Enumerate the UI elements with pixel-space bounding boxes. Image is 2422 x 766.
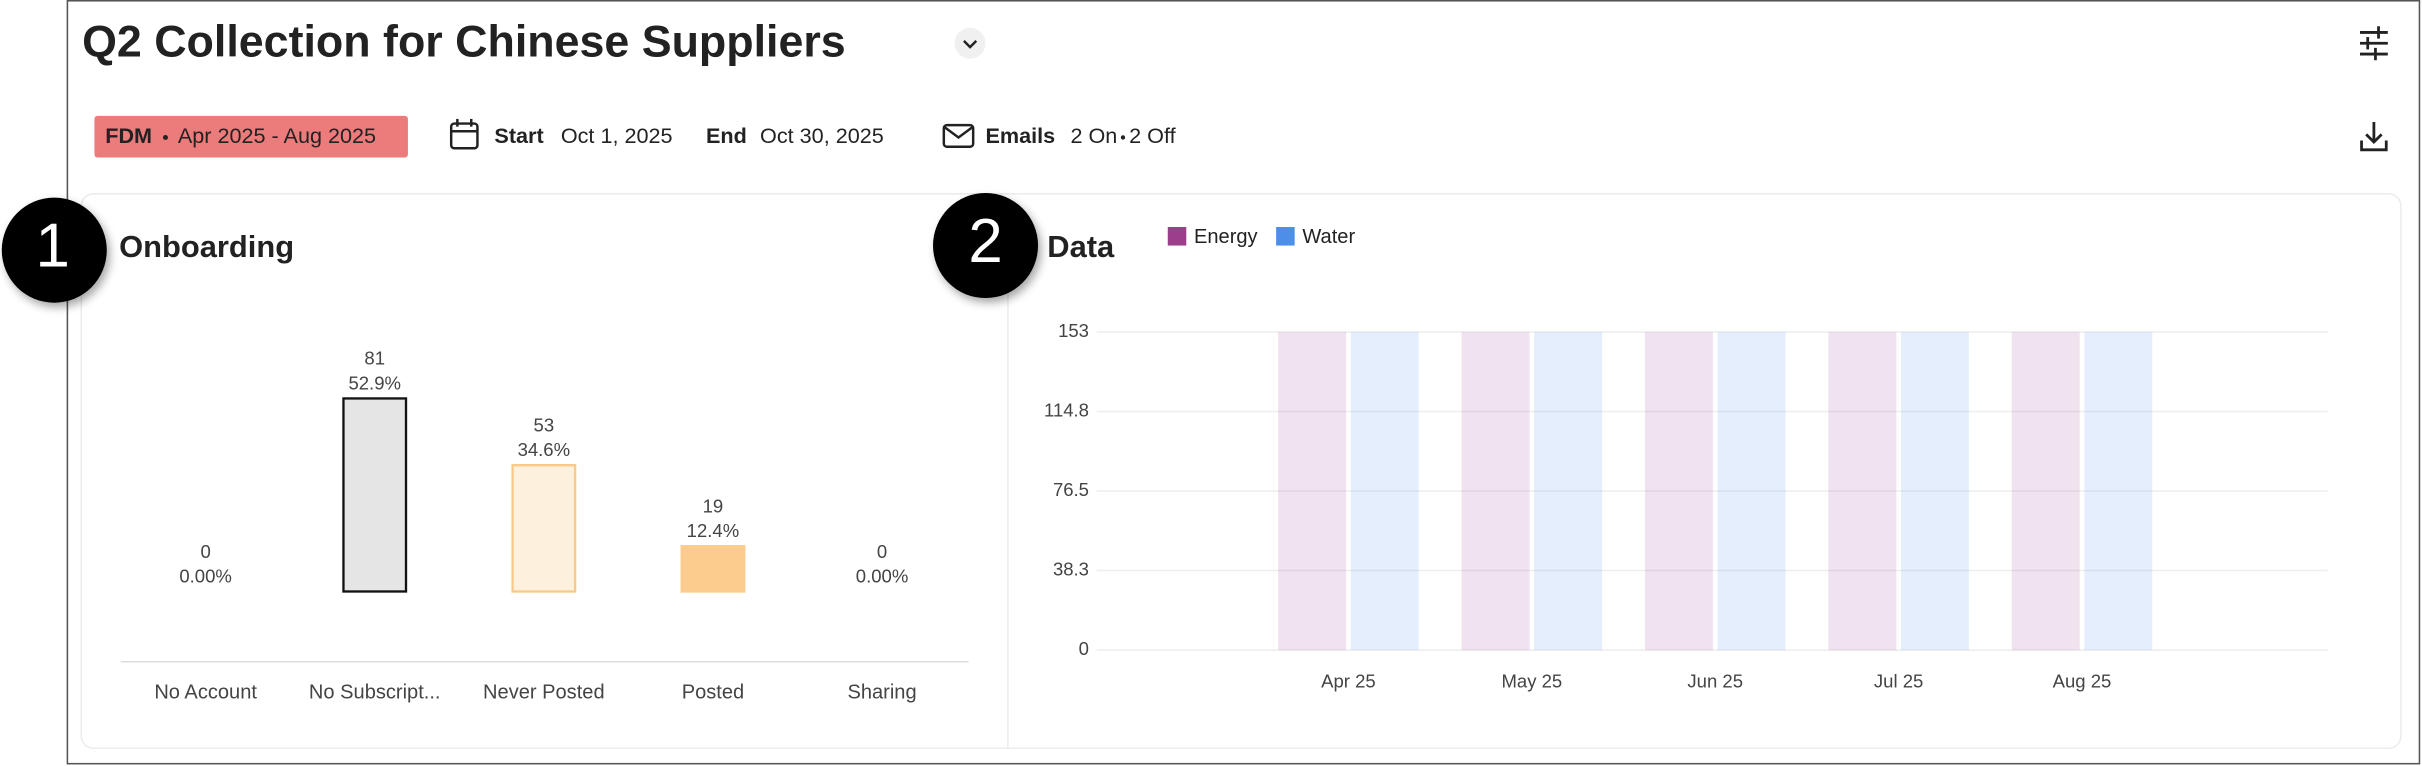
emails-label: Emails [986, 123, 1056, 148]
percentage-label: 12.4% [687, 520, 740, 541]
bar [680, 545, 746, 593]
y-tick-label: 153 [1058, 320, 1089, 341]
x-tick-label: Aug 25 [2053, 670, 2112, 691]
calendar-icon [449, 118, 479, 150]
badge-number: 1 [36, 211, 70, 280]
badge-number: 2 [968, 207, 1002, 276]
percentage-label: 52.9% [348, 372, 401, 393]
value-label: 53 [534, 414, 555, 435]
x-tick-label: No Subscript... [309, 682, 441, 704]
percentage-label: 34.6% [518, 439, 571, 460]
title-menu[interactable] [954, 27, 986, 59]
x-tick-label: Jul 25 [1874, 670, 1923, 691]
bar [1461, 332, 1530, 651]
x-tick-label: Apr 25 [1321, 670, 1376, 691]
bar [1644, 332, 1713, 651]
y-tick-label: 0 [1079, 638, 1089, 659]
settings-button[interactable] [2360, 26, 2388, 61]
legend-swatch [1167, 227, 1187, 246]
download-button[interactable] [2360, 122, 2388, 152]
badge [1, 197, 107, 303]
period-tag[interactable] [94, 115, 408, 158]
x-tick-label: Sharing [847, 682, 916, 704]
x-tick-label: Never Posted [483, 682, 605, 704]
bar [1534, 332, 1603, 651]
x-tick-label: Jun 25 [1687, 670, 1743, 691]
mail-icon [942, 123, 975, 148]
separator [1120, 135, 1126, 140]
panel-title: Data [1047, 229, 1115, 264]
emails-on: 2 On [1070, 123, 1117, 148]
tag-label: FDM [105, 123, 152, 148]
end-label: End [706, 123, 747, 148]
badge [933, 193, 1039, 299]
bar [1350, 332, 1419, 651]
x-tick-label: May 25 [1501, 670, 1562, 691]
legend-label: Energy [1194, 226, 1258, 248]
value-label: 19 [703, 495, 724, 516]
y-tick-label: 38.3 [1053, 558, 1089, 579]
value-label: 0 [877, 541, 887, 562]
tag-period: Apr 2025 - Aug 2025 [178, 123, 376, 148]
start-label: Start [494, 123, 543, 148]
percentage-label: 0.00% [856, 565, 909, 586]
end-value: Oct 30, 2025 [760, 123, 884, 148]
legend-swatch [1276, 227, 1295, 246]
bar [2011, 332, 2080, 651]
separator [163, 134, 168, 140]
y-tick-label: 76.5 [1053, 479, 1089, 500]
bar [2084, 332, 2153, 651]
bar [511, 464, 577, 593]
value-label: 81 [364, 348, 385, 369]
panel-title: Onboarding [119, 229, 294, 264]
legend-label: Water [1302, 226, 1355, 248]
bar [1278, 332, 1347, 651]
y-tick-label: 114.8 [1044, 399, 1089, 420]
page-title: Q2 Collection for Chinese Suppliers [82, 17, 846, 67]
value-label: 0 [200, 541, 210, 562]
x-tick-label: No Account [154, 682, 257, 704]
start-value: Oct 1, 2025 [561, 123, 673, 148]
bar [342, 397, 408, 593]
x-tick-label: Posted [682, 682, 744, 704]
bar [1717, 332, 1786, 651]
emails-off: 2 Off [1129, 123, 1176, 148]
bar [1828, 332, 1897, 651]
bar [1900, 332, 1969, 651]
percentage-label: 0.00% [179, 565, 232, 586]
